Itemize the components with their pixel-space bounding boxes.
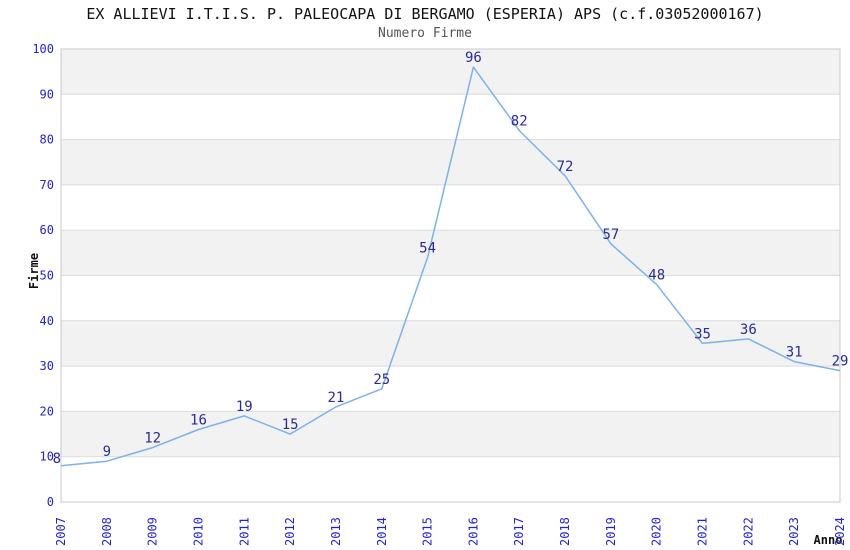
chart-subtitle: Numero Firme (378, 26, 472, 41)
x-tick-label: 2022 (741, 517, 755, 546)
x-axis-title: Anno (813, 533, 843, 547)
data-point-label: 29 (832, 354, 849, 370)
data-point-label: 54 (419, 240, 436, 256)
y-tick-label: 0 (47, 495, 54, 509)
x-tick-label: 2008 (100, 517, 114, 546)
x-tick-label: 2009 (146, 517, 160, 546)
y-tick-label: 60 (40, 223, 54, 237)
data-point-label: 31 (786, 345, 803, 361)
data-point-label: 12 (144, 431, 161, 447)
x-tick-label: 2024 (833, 517, 847, 546)
x-tick-label: 2021 (696, 517, 710, 546)
y-tick-label: 10 (40, 450, 54, 464)
data-point-label: 57 (602, 227, 619, 243)
x-tick-label: 2007 (54, 517, 68, 546)
y-tick-label: 100 (32, 42, 54, 56)
x-tick-label: 2010 (191, 517, 205, 546)
x-tick-label: 2016 (466, 517, 480, 546)
x-tick-label: 2013 (329, 517, 343, 546)
data-point-label: 8 (53, 451, 61, 467)
grid-band (61, 320, 840, 367)
x-tick-label: 2017 (512, 517, 526, 546)
y-tick-label: 40 (40, 314, 54, 328)
x-tick-label: 2018 (558, 517, 572, 546)
x-tick-label: 2011 (237, 517, 251, 546)
grid-band (61, 49, 840, 95)
x-tick-label: 2015 (421, 517, 435, 546)
chart-title: EX ALLIEVI I.T.I.S. P. PALEOCAPA DI BERG… (86, 5, 764, 23)
data-point-label: 9 (103, 444, 111, 460)
plot-border (60, 48, 841, 503)
grid-band (61, 230, 840, 276)
data-point-label: 19 (236, 399, 253, 415)
data-point-label: 15 (282, 417, 299, 433)
x-tick-label: 2012 (283, 517, 297, 546)
y-tick-label: 80 (40, 133, 54, 147)
data-point-label: 72 (557, 159, 574, 175)
data-point-label: 25 (373, 372, 390, 388)
x-tick-label: 2014 (375, 517, 389, 546)
data-point-label: 35 (694, 326, 711, 342)
data-point-label: 21 (328, 390, 345, 406)
data-point-label: 82 (511, 114, 528, 130)
data-point-label: 48 (648, 268, 665, 284)
y-tick-label: 50 (40, 269, 54, 283)
series-line (60, 66, 841, 467)
y-tick-label: 70 (40, 178, 54, 192)
data-point-label: 16 (190, 413, 207, 429)
y-tick-label: 20 (40, 404, 54, 418)
data-point-label: 96 (465, 50, 482, 66)
data-point-label: 36 (740, 322, 757, 338)
y-tick-label: 90 (40, 87, 54, 101)
x-tick-label: 2019 (604, 517, 618, 546)
y-tick-label: 30 (40, 359, 54, 373)
x-tick-label: 2023 (787, 517, 801, 546)
grid-band (61, 411, 840, 457)
x-tick-label: 2020 (650, 517, 664, 546)
